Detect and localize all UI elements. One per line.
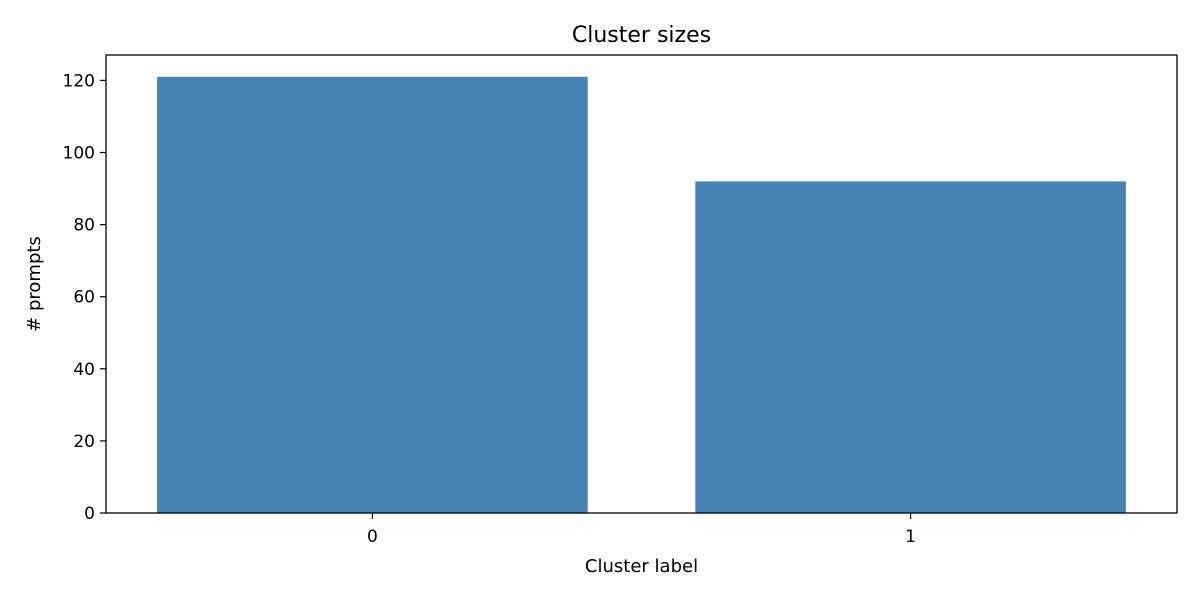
x-axis-label: Cluster label [585,556,698,577]
y-tick-label: 60 [73,288,95,308]
bar-0 [157,76,588,514]
bar-1 [695,181,1126,513]
chart-title: Cluster sizes [572,23,711,48]
x-tick-label: 1 [905,527,916,547]
y-axis-label: # prompts [24,236,45,332]
axes-frame [105,54,1178,514]
y-tick-label: 20 [73,432,95,452]
x-tick-label: 0 [367,527,378,547]
y-tick-label: 80 [73,216,95,236]
y-tick-label: 120 [63,71,95,91]
y-tick-label: 40 [73,360,95,380]
y-tick-label: 100 [63,144,95,164]
y-tick-label: 0 [84,504,95,524]
